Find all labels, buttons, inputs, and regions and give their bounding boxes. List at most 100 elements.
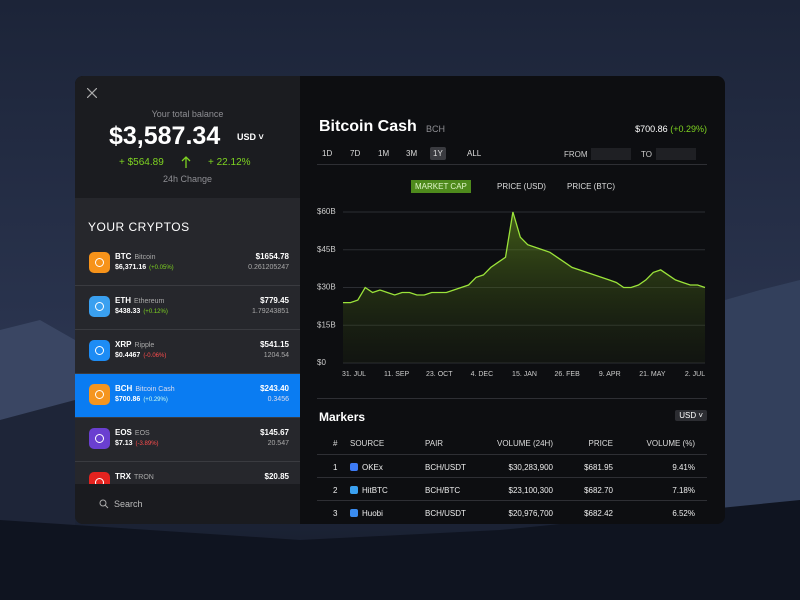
to-input[interactable] <box>656 148 696 160</box>
search-bar[interactable]: Search <box>75 484 300 524</box>
coin-name: Bitcoin <box>134 254 156 261</box>
coin-change: (+0.12%) <box>143 309 168 315</box>
table-cell: BCH/USDT <box>425 463 466 472</box>
to-label: TO <box>641 150 652 159</box>
chart-tab[interactable]: PRICE (USD) <box>497 182 546 191</box>
chart: $60B $45B $30B $15B $0 31. JUL 11. SEP 23. OCT 4… <box>317 207 706 378</box>
table-cell: $30,283,900 <box>508 463 554 472</box>
crypto-row[interactable]: BTC Bitcoin $6,371.16 (+0.05%) $1654.78 0.261… <box>75 242 300 286</box>
y-tick-label: $0 <box>317 358 326 367</box>
currency-select[interactable]: USD ˅ <box>237 132 264 142</box>
coin-amount: 0.3456 <box>267 396 289 403</box>
search-placeholder: Search <box>114 499 143 509</box>
x-tick-label: 15. JAN <box>512 371 537 378</box>
x-tick-label: 9. APR <box>599 371 621 378</box>
table-cell: Huobi <box>362 509 383 518</box>
currency: USD <box>679 411 697 420</box>
coin-glyph <box>95 302 104 311</box>
table-header: PRICE <box>588 439 613 448</box>
crypto-panel <box>75 198 300 524</box>
crypto-row[interactable]: TRX TRON $20.85 <box>75 462 300 484</box>
range-button[interactable]: 1M <box>378 149 390 158</box>
coin-head: EOS EOS <box>115 428 150 437</box>
table-cell: 6.52% <box>672 509 695 518</box>
area <box>343 212 705 363</box>
coin-change: (-0.06%) <box>143 353 167 359</box>
coin-title: Bitcoin Cash <box>319 118 417 135</box>
coin-change: (+0.29%) <box>143 397 168 403</box>
coin-symbol: BCH <box>115 384 133 393</box>
coin-value: $541.15 <box>260 340 289 349</box>
x-tick-label: 26. FEB <box>554 371 580 378</box>
coin-icon <box>89 340 110 361</box>
table-header: SOURCE <box>350 439 385 448</box>
coin-glyph <box>95 478 104 484</box>
coin-icon <box>89 428 110 449</box>
coin-name: Ethereum <box>134 298 165 305</box>
coin-icon <box>89 472 110 484</box>
range-button[interactable]: 1Y <box>430 147 446 160</box>
from-input[interactable] <box>591 148 631 160</box>
coin-price-box: $700.86 (+0.29%) <box>635 124 707 134</box>
range-button[interactable]: 3M <box>406 149 418 158</box>
exchange-icon <box>350 486 358 494</box>
change-percent: + 22.12% <box>208 157 251 168</box>
coin-name: Bitcoin Cash <box>135 386 175 393</box>
x-tick-label: 31. JUL <box>342 371 366 378</box>
coin-icon <box>89 252 110 273</box>
coin-price: $700.86 <box>115 396 141 403</box>
line <box>343 211 706 304</box>
chart-tab[interactable]: PRICE (BTC) <box>567 182 615 191</box>
table-header: VOLUME (24H) <box>496 439 553 448</box>
coin-value: $779.45 <box>260 296 289 305</box>
coin-price: $0.4467 <box>115 352 141 359</box>
table-cell: HitBTC <box>362 486 388 495</box>
coin-glyph <box>95 258 104 267</box>
table-header: PAIR <box>425 439 444 448</box>
markers-currency[interactable]: USD ˅ <box>675 410 707 421</box>
table-cell: $682.42 <box>584 509 613 518</box>
crypto-row[interactable]: XRP Ripple $0.4467 (-0.06%) $541.15 1204.54 <box>75 330 300 374</box>
range-button[interactable]: 7D <box>350 149 361 158</box>
coin-head: BTC Bitcoin <box>115 252 155 261</box>
close-button[interactable] <box>87 88 97 98</box>
up-arrow <box>181 156 191 168</box>
row-divider <box>317 454 707 455</box>
coin-price-line: $438.33 (+0.12%) <box>115 308 168 315</box>
crypto-row[interactable]: EOS EOS $7.13 (-3.89%) $145.67 20.547 <box>75 418 300 462</box>
y-tick-label: $15B <box>317 320 336 329</box>
chart-tab[interactable]: MARKET CAP <box>411 180 471 193</box>
currency: USD <box>237 132 257 142</box>
coin-value: $243.40 <box>260 384 289 393</box>
coin-value: $145.67 <box>260 428 289 437</box>
divider <box>317 164 707 165</box>
row-divider <box>317 500 707 501</box>
table-cell: BCH/BTC <box>425 486 461 495</box>
table-cell: $681.95 <box>584 463 613 472</box>
table-cell: $682.70 <box>584 486 613 495</box>
range-button[interactable]: 1D <box>322 149 333 158</box>
exchange-icon <box>350 509 358 517</box>
y-tick-label: $30B <box>317 283 336 292</box>
coin-change: (-3.89%) <box>135 441 159 447</box>
detail-panel: Bitcoin Cash BCH $700.86 (+0.29%) 1D 7D 1M… <box>300 76 725 524</box>
range-button[interactable]: ALL <box>467 149 482 158</box>
table-cell: 1 <box>333 463 338 472</box>
coin-name: EOS <box>134 430 150 437</box>
coin-symbol: XRP <box>115 340 132 349</box>
coin-icon <box>89 384 110 405</box>
coin-symbol: TRX <box>115 472 131 481</box>
x-tick-label: 4. DEC <box>471 371 494 378</box>
markers-title: Markers <box>319 410 366 424</box>
coin-head: BCH Bitcoin Cash <box>115 384 175 393</box>
search-icon <box>99 499 109 509</box>
change-label: 24h Change <box>162 174 213 184</box>
crypto-row[interactable]: ETH Ethereum $438.33 (+0.12%) $779.45 1.79243… <box>75 286 300 330</box>
coin-price: $6,371.16 <box>115 264 147 271</box>
table-cell: 2 <box>333 486 338 495</box>
coin-name: Ripple <box>134 342 155 349</box>
coin-symbol: BCH <box>426 124 446 134</box>
y-tick-label: $45B <box>317 245 336 254</box>
table-header: VOLUME (%) <box>646 439 695 448</box>
crypto-row[interactable]: BCH Bitcoin Cash $700.86 (+0.29%) $243.40 0.3… <box>75 374 300 418</box>
